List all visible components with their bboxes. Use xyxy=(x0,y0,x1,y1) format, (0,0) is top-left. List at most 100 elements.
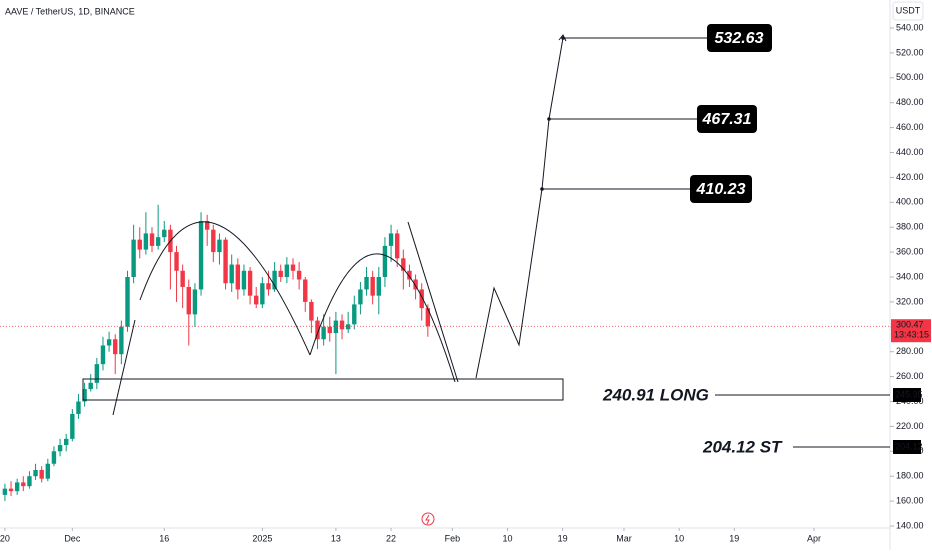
currency: USDT xyxy=(896,5,921,15)
candle-body xyxy=(186,286,191,315)
candle-body xyxy=(358,289,363,305)
candle-body xyxy=(82,389,87,402)
level-tag-label: 245.35 xyxy=(895,389,923,399)
candle-body xyxy=(413,279,418,290)
candle-body xyxy=(143,233,149,250)
shoulder-arc xyxy=(139,221,311,356)
candle-body xyxy=(137,239,142,250)
x-tick-label: 19 xyxy=(558,533,568,543)
candle-body xyxy=(425,308,431,327)
level-tag-label: 204.12 xyxy=(895,441,923,451)
candle-body xyxy=(198,220,204,290)
y-tick-label: 420.00 xyxy=(896,172,924,182)
candle-body xyxy=(45,463,51,479)
candle-body xyxy=(327,326,332,334)
candle-body xyxy=(180,270,185,287)
y-tick-label: 220.00 xyxy=(896,421,924,431)
candle-body xyxy=(388,233,394,246)
candles xyxy=(0,204,890,502)
entry-zone xyxy=(82,378,564,401)
candle-body xyxy=(27,476,32,487)
y-tick-label: 320.00 xyxy=(896,296,924,306)
candle-body xyxy=(8,488,14,492)
candle-body xyxy=(382,245,388,277)
candle-body xyxy=(57,445,63,452)
candle-body xyxy=(2,488,8,495)
x-tick-label: 16 xyxy=(159,533,169,543)
y-tick-label: 500.00 xyxy=(896,72,924,82)
candle-body xyxy=(370,277,375,296)
target-label: 467.31 xyxy=(702,111,752,128)
dot xyxy=(561,36,565,40)
candle-body xyxy=(333,320,339,334)
dot xyxy=(547,117,551,121)
last-price: 300.47 xyxy=(896,320,924,330)
x-tick-label: Mar xyxy=(616,533,632,543)
candle-body xyxy=(14,482,20,492)
y-tick-label: 140.00 xyxy=(896,520,924,530)
candle-body xyxy=(309,301,314,321)
candle-body xyxy=(254,295,259,305)
target-label: 410.23 xyxy=(696,181,746,198)
candle-body xyxy=(290,264,296,271)
level-tag xyxy=(893,440,921,454)
candle-body xyxy=(70,413,75,439)
x-tick-label: 20 xyxy=(0,533,10,543)
y-tick-label: 360.00 xyxy=(896,246,924,256)
candle-body xyxy=(94,364,100,383)
target-box xyxy=(690,175,752,203)
trend-line xyxy=(407,221,459,383)
candle-body xyxy=(266,283,271,290)
candle-body xyxy=(21,482,26,487)
candle-body xyxy=(223,239,228,284)
candle-body xyxy=(364,277,369,290)
stop-label: 204.12 ST xyxy=(702,437,783,456)
x-tick-label: 2025 xyxy=(252,533,272,543)
candle-body xyxy=(125,277,130,327)
candle-body xyxy=(339,320,345,330)
candle-body xyxy=(149,233,155,246)
candle-body xyxy=(162,229,167,238)
x-tick-label: Apr xyxy=(807,533,821,543)
candle-body xyxy=(303,279,308,302)
y-tick-label: 160.00 xyxy=(896,495,924,505)
candle-body xyxy=(419,289,424,309)
candle-body xyxy=(51,451,57,464)
long-label: 240.91 LONG xyxy=(602,385,709,404)
y-tick-label: 520.00 xyxy=(896,47,924,57)
currency-box xyxy=(892,1,924,21)
candle-body xyxy=(63,438,69,446)
x-tick-label: 10 xyxy=(674,533,684,543)
event-icon[interactable] xyxy=(421,512,435,526)
candle-body xyxy=(155,237,161,246)
candle-body xyxy=(88,382,93,390)
candle-body xyxy=(39,469,44,479)
x-tick-label: Dec xyxy=(64,533,81,543)
x-tick-label: Feb xyxy=(445,533,461,543)
arrow-head xyxy=(558,34,567,42)
candle-body xyxy=(278,270,283,277)
candle-body xyxy=(192,289,198,315)
candle-body xyxy=(106,339,112,346)
candle-body xyxy=(260,283,265,305)
x-tick-label: 19 xyxy=(729,533,739,543)
candle-body xyxy=(345,324,351,330)
countdown: 13:43:15 xyxy=(894,330,929,340)
drawings xyxy=(82,34,890,448)
candle-body xyxy=(376,277,382,296)
candle-body xyxy=(113,339,118,355)
x-tick-label: 10 xyxy=(503,533,513,543)
x-tick-label: 22 xyxy=(386,533,396,543)
trend-line xyxy=(112,319,136,416)
candle-body xyxy=(235,264,241,290)
candle-body xyxy=(217,239,222,253)
candle-body xyxy=(204,220,210,230)
candle-body xyxy=(352,304,357,325)
target-box xyxy=(707,24,772,52)
candle-body xyxy=(131,239,136,277)
candle-body xyxy=(211,229,216,253)
candle-body xyxy=(272,270,277,290)
candle-body xyxy=(394,233,400,259)
y-tick-label: 440.00 xyxy=(896,147,924,157)
